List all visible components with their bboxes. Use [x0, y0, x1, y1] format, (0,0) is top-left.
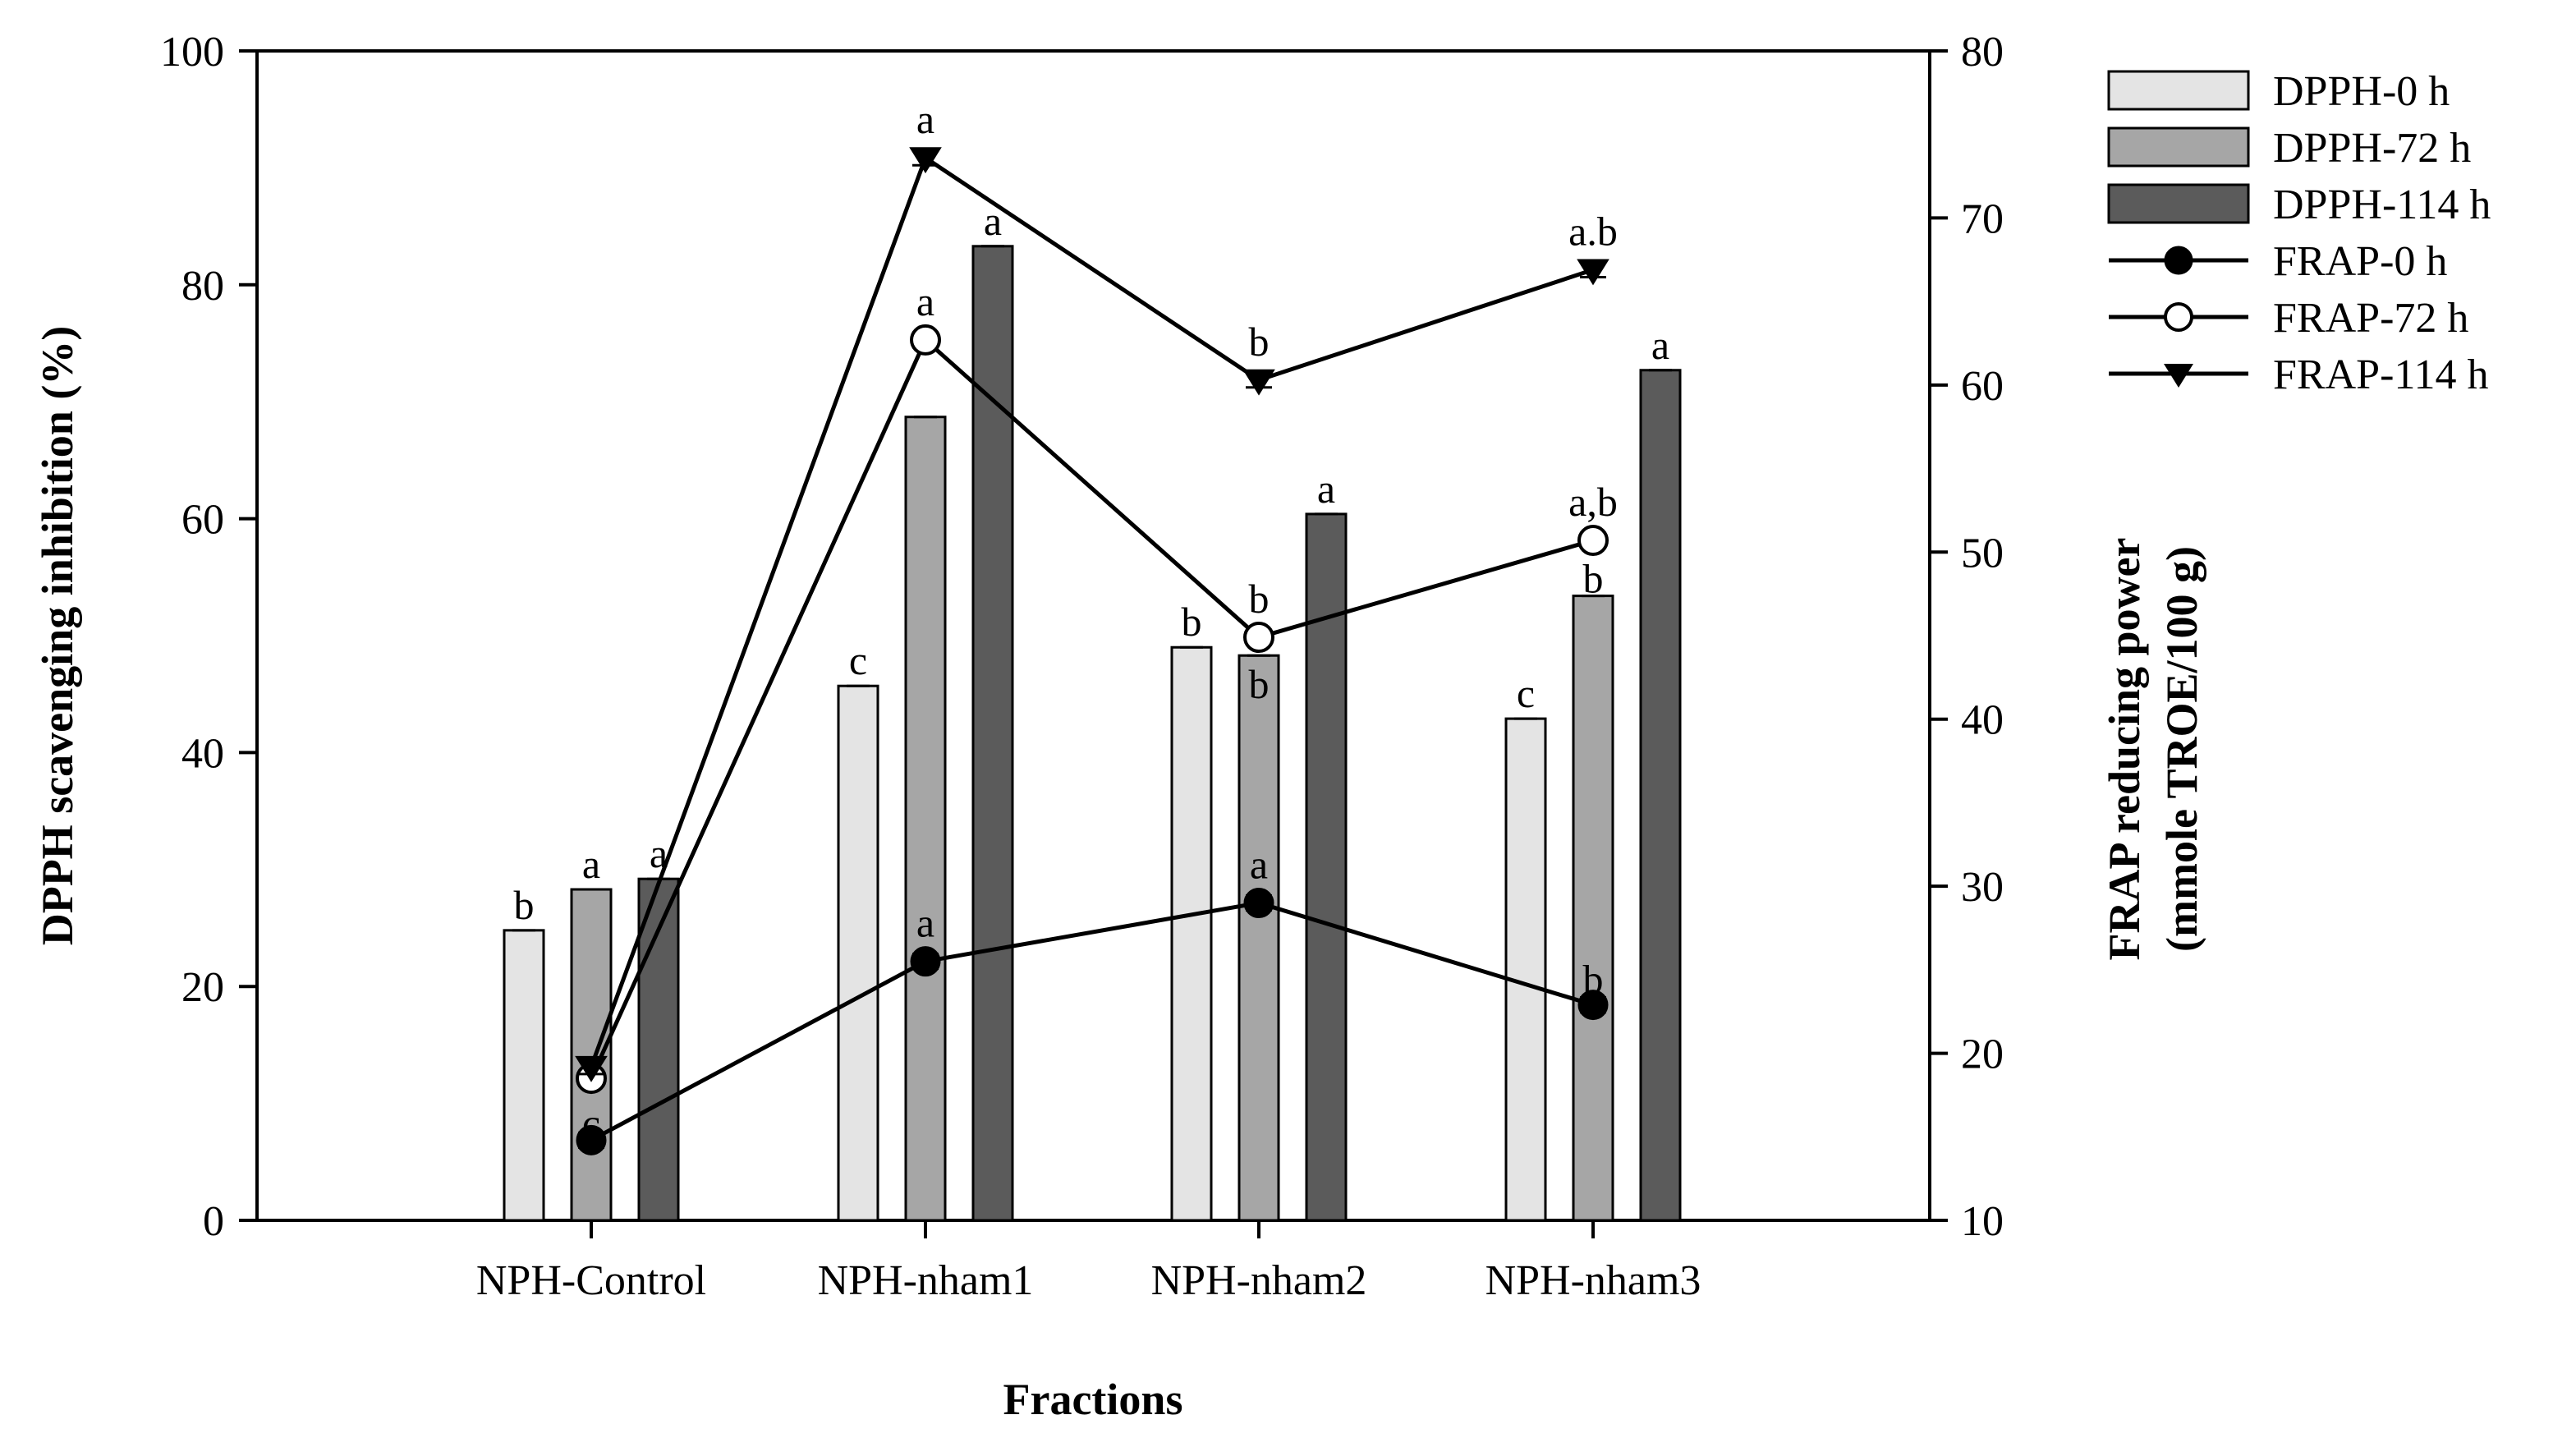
y2-axis-title-line1: FRAP reducing power — [2100, 538, 2149, 961]
point — [1242, 369, 1275, 396]
bar — [1639, 369, 1682, 1222]
point — [910, 324, 941, 356]
bar-letter: a — [1651, 322, 1669, 368]
bars — [503, 245, 1682, 1222]
bar-letter: b — [1583, 556, 1604, 602]
bar — [904, 416, 947, 1222]
x-tick-label: NPH-nham2 — [1151, 1257, 1367, 1304]
point-letter: a — [916, 278, 934, 324]
left-tick-label: 60 — [181, 497, 224, 544]
y2-axis-title-line2: (mmole TROE/100 g) — [2157, 546, 2206, 952]
bar — [837, 684, 879, 1222]
legend: DPPH-0 h DPPH-72 h DPPH-114 h FRAP-0 h FRAP-… — [2107, 68, 2491, 398]
right-tick-label: 60 — [1961, 363, 2004, 410]
point-letter: b — [1583, 957, 1604, 1003]
series-line — [589, 336, 1594, 1080]
point-letter: a — [916, 96, 934, 142]
left-tick-label: 20 — [181, 964, 224, 1011]
legend-marker — [2164, 364, 2193, 388]
legend-swatch — [2107, 183, 2250, 224]
legend-label: FRAP-0 h — [2273, 238, 2447, 285]
bar-letter: b — [1249, 661, 1270, 707]
point — [1577, 990, 1609, 1021]
series-line — [590, 900, 1594, 1142]
point-letter: b — [1249, 576, 1270, 622]
point-letter: c — [582, 1100, 600, 1146]
x-axis-ticks: NPH-Control NPH-nham1 NPH-nham2 NPH-nham3 — [476, 1220, 1701, 1304]
bar — [570, 888, 613, 1222]
left-tick-label: 0 — [203, 1198, 224, 1245]
right-tick-label: 10 — [1961, 1198, 2004, 1245]
right-tick-label: 80 — [1961, 29, 2004, 76]
point — [575, 1055, 608, 1082]
bar — [1572, 595, 1614, 1222]
legend-label: DPPH-72 h — [2273, 125, 2471, 172]
bar-letter: a — [984, 198, 1002, 244]
point — [1577, 259, 1609, 286]
point-letter: a — [916, 900, 934, 946]
left-tick-label: 80 — [181, 263, 224, 310]
point — [1577, 525, 1609, 557]
legend-label: DPPH-114 h — [2273, 181, 2491, 228]
x-tick-label: NPH-nham3 — [1485, 1257, 1701, 1304]
series-lines — [575, 147, 1609, 1155]
point — [1243, 622, 1274, 654]
x-tick-label: NPH-Control — [476, 1257, 706, 1304]
bar — [1504, 717, 1547, 1222]
legend-marker — [2164, 246, 2193, 275]
right-tick-label: 40 — [1961, 697, 2004, 744]
left-tick-label: 100 — [160, 29, 224, 76]
bar — [503, 929, 545, 1222]
bar-letter: c — [1517, 670, 1535, 716]
point-letter: a,b — [1568, 479, 1618, 525]
right-tick-label: 70 — [1961, 195, 2004, 242]
left-tick-label: 40 — [181, 730, 224, 777]
right-tick-label: 50 — [1961, 530, 2004, 577]
point — [909, 147, 942, 174]
x-axis-title: Fractions — [1003, 1375, 1183, 1424]
right-tick-label: 20 — [1961, 1031, 2004, 1078]
bar — [637, 877, 680, 1222]
left-axis-ticks: 0 20 40 60 80 100 — [160, 29, 257, 1245]
right-axis-ticks: 10 20 30 40 50 60 70 80 — [1930, 29, 2004, 1245]
series-line — [589, 154, 1594, 1068]
point — [1243, 887, 1274, 918]
y-axis-title: DPPH scavenging inhibition (%) — [33, 326, 82, 946]
bar-letter: a — [1317, 466, 1335, 512]
point — [576, 1124, 607, 1155]
legend-label: FRAP-114 h — [2273, 351, 2488, 398]
bar-letter: a — [650, 830, 668, 876]
bar-letter: b — [514, 882, 535, 928]
bar-letter: c — [849, 637, 867, 683]
legend-swatch — [2107, 70, 2250, 111]
point-letter: b — [1249, 319, 1270, 365]
legend-label: DPPH-0 h — [2273, 68, 2450, 115]
point — [910, 946, 941, 977]
x-tick-label: NPH-nham1 — [818, 1257, 1034, 1304]
legend-label: FRAP-72 h — [2273, 295, 2468, 342]
bar — [1170, 645, 1213, 1222]
bar — [1305, 512, 1348, 1222]
bar-letter: a — [582, 841, 600, 887]
bar-letter: b — [1182, 599, 1202, 645]
bar — [1237, 654, 1280, 1222]
bar — [971, 245, 1014, 1222]
legend-swatch — [2107, 126, 2250, 168]
point-letter: a.b — [1568, 208, 1618, 254]
legend-marker — [2164, 302, 2193, 332]
point-letter: a — [1250, 841, 1268, 887]
right-tick-label: 30 — [1961, 864, 2004, 911]
